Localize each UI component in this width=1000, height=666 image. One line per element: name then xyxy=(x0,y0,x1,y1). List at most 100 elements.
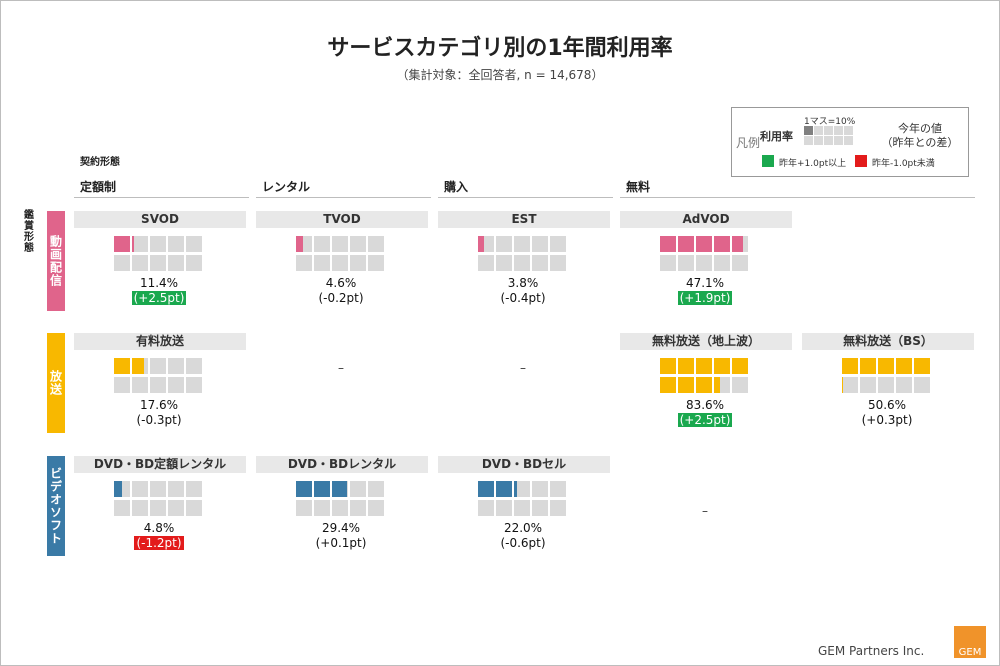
grid-cell-fill xyxy=(714,377,720,393)
grid-cell xyxy=(696,255,712,271)
column-header-line xyxy=(256,197,431,198)
grid-cell xyxy=(914,358,930,374)
legend-grid-cell xyxy=(834,126,843,135)
grid-cell xyxy=(368,255,384,271)
grid-cell-fill xyxy=(696,358,712,374)
grid-cell-fill xyxy=(678,358,694,374)
diff-value: (-1.2pt) xyxy=(134,536,184,550)
grid-cell-fill xyxy=(660,377,676,393)
grid-cell-fill xyxy=(514,481,518,497)
legend: 凡例 利用率 1マス=10% 今年の値 （昨年との差） 昨年+1.0pt以上 昨… xyxy=(731,107,969,177)
grid-cell xyxy=(132,358,148,374)
grid-cell xyxy=(150,481,166,497)
diff-label: (-0.4pt) xyxy=(458,291,588,305)
grid-cell xyxy=(132,255,148,271)
value-label: 83.6% xyxy=(685,398,725,412)
grid-cell xyxy=(660,377,676,393)
grid-cell xyxy=(878,377,894,393)
legend-grid-cell xyxy=(814,126,823,135)
legend-diff-label: （昨年との差） xyxy=(881,136,959,149)
legend-down-label: 昨年-1.0pt未満 xyxy=(872,159,935,169)
grid-cell xyxy=(860,377,876,393)
grid-cell xyxy=(114,481,130,497)
grid-cell-fill xyxy=(896,358,912,374)
diff-value: (+0.1pt) xyxy=(315,536,367,550)
grid-cell xyxy=(550,236,566,252)
value-label: 22.0% xyxy=(503,521,543,535)
legend-grid-cell xyxy=(834,136,843,145)
card-label: TVOD xyxy=(256,211,428,228)
grid-cell xyxy=(368,236,384,252)
grid-cell-fill xyxy=(332,481,348,497)
legend-up-swatch xyxy=(762,155,774,167)
diff-label: (+0.1pt) xyxy=(276,536,406,550)
grid-cell xyxy=(350,255,366,271)
grid-cell xyxy=(132,236,148,252)
grid-cell xyxy=(296,500,312,516)
grid-cell xyxy=(332,236,348,252)
card-label: SVOD xyxy=(74,211,246,228)
diff-value: (-0.3pt) xyxy=(136,413,182,427)
card-label: DVD・BDレンタル xyxy=(256,456,428,473)
grid-cell xyxy=(168,236,184,252)
legend-grid-cell xyxy=(814,136,823,145)
legend-value-label: 今年の値 xyxy=(898,122,942,135)
grid-cell-fill xyxy=(696,236,712,252)
grid-cell xyxy=(186,358,202,374)
grid-cell-fill xyxy=(114,236,130,252)
grid-cell xyxy=(332,500,348,516)
grid-cell xyxy=(842,358,858,374)
grid-cell xyxy=(496,236,512,252)
grid-cell xyxy=(296,255,312,271)
grid-cell xyxy=(350,500,366,516)
grid-cell xyxy=(314,255,330,271)
grid-cell xyxy=(150,236,166,252)
value-label: 4.6% xyxy=(325,276,357,290)
grid-cell-fill xyxy=(478,481,494,497)
grid-cell-fill xyxy=(132,236,135,252)
value-label: 4.8% xyxy=(143,521,175,535)
grid-cell xyxy=(478,481,494,497)
column-header-line xyxy=(74,197,249,198)
grid-cell xyxy=(532,500,548,516)
grid-cell xyxy=(550,500,566,516)
legend-grid-cell xyxy=(804,136,813,145)
grid-cell-fill xyxy=(714,236,730,252)
diff-label: (-0.6pt) xyxy=(458,536,588,550)
footer-company: GEM Partners Inc. xyxy=(818,644,925,658)
chart-subtitle: （集計対象：全回答者, n = 14,678） xyxy=(396,68,604,82)
column-header-2: 購入 xyxy=(444,180,469,194)
empty-cell-dash: – xyxy=(702,504,708,518)
grid-cell-fill xyxy=(732,358,748,374)
legend-grid-cell xyxy=(824,126,833,135)
column-header-1: レンタル xyxy=(262,180,311,194)
diff-value: (-0.2pt) xyxy=(318,291,364,305)
grid-cell xyxy=(514,255,530,271)
grid-cell-fill xyxy=(678,236,694,252)
grid-cell xyxy=(168,481,184,497)
grid-cell xyxy=(496,500,512,516)
grid-cell xyxy=(896,358,912,374)
grid-cell xyxy=(368,481,384,497)
card-label: 無料放送（地上波） xyxy=(620,333,792,350)
grid-cell xyxy=(514,500,530,516)
grid-cell xyxy=(168,377,184,393)
value-label: 47.1% xyxy=(685,276,725,290)
grid-cell-fill xyxy=(860,358,876,374)
grid-cell-fill xyxy=(842,377,843,393)
grid-cell-fill xyxy=(114,358,130,374)
value-label: 11.4% xyxy=(139,276,179,290)
grid-cell xyxy=(478,255,494,271)
legend-up-label: 昨年+1.0pt以上 xyxy=(779,159,847,169)
grid-cell xyxy=(514,481,530,497)
grid-cell xyxy=(332,481,348,497)
grid-cell xyxy=(186,500,202,516)
grid-cell xyxy=(314,481,330,497)
grid-cell-fill xyxy=(732,236,744,252)
grid-cell-fill xyxy=(496,481,512,497)
diff-value: (+0.3pt) xyxy=(861,413,913,427)
grid-cell xyxy=(842,377,858,393)
grid-cell xyxy=(332,255,348,271)
grid-cell-fill xyxy=(478,236,485,252)
grid-cell xyxy=(714,236,730,252)
